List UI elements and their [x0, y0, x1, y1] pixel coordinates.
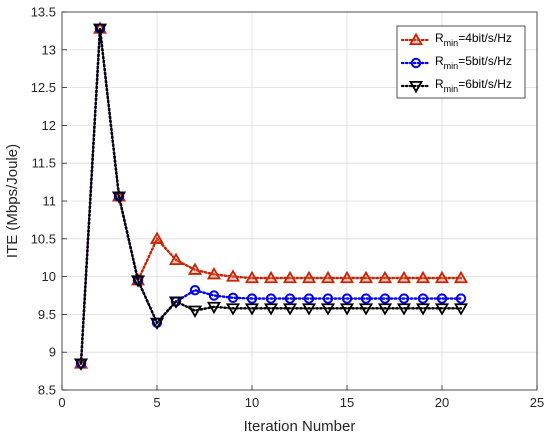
- data-point: [208, 290, 220, 301]
- data-point: [360, 293, 372, 304]
- legend-entry: Rmin=6bit/s/Hz: [400, 77, 512, 94]
- data-point: [377, 270, 393, 284]
- legend: Rmin=4bit/s/HzRmin=5bit/s/HzRmin=6bit/s/…: [396, 25, 526, 99]
- data-point: [436, 293, 448, 304]
- data-point: [130, 275, 146, 288]
- data-point: [189, 285, 201, 296]
- data-point: [263, 303, 279, 316]
- y-tick-label: 10: [42, 269, 56, 284]
- legend-label-rest: =6bit/s/Hz: [458, 77, 512, 91]
- data-point: [453, 303, 469, 316]
- series-3: [73, 23, 469, 371]
- data-point: [284, 293, 296, 304]
- data-point: [111, 191, 127, 204]
- data-point: [303, 293, 315, 304]
- legend-label-sub: min: [444, 38, 459, 48]
- legend-label-main: R: [435, 31, 444, 45]
- data-point: [263, 270, 279, 284]
- y-tick-label: 11.5: [32, 156, 56, 171]
- legend-label-main: R: [435, 77, 444, 91]
- y-axis-ticks: 8.5 9 9.5 10 10.5 11 11.5 12 12.5 13 13.5: [31, 5, 67, 398]
- data-point: [92, 23, 108, 36]
- data-point: [339, 303, 355, 316]
- data-point: [282, 270, 298, 284]
- data-point: [379, 293, 391, 304]
- y-tick-label: 9: [49, 345, 56, 360]
- data-point: [415, 303, 431, 316]
- data-point: [301, 270, 317, 284]
- y-tick-label: 10.5: [31, 231, 56, 246]
- legend-swatch-marker: [408, 80, 424, 94]
- y-tick-label: 8.5: [38, 383, 56, 398]
- data-point: [265, 293, 277, 304]
- series-line: [79, 28, 463, 365]
- data-point: [453, 270, 469, 284]
- x-axis-ticks: 0 5 10 15 20 25: [58, 385, 544, 410]
- data-point: [434, 270, 450, 284]
- data-point: [434, 303, 450, 316]
- series-layer: [73, 21, 469, 371]
- data-point: [396, 303, 412, 316]
- data-point: [320, 270, 336, 284]
- data-point: [168, 252, 184, 265]
- legend-entry: Rmin=5bit/s/Hz: [400, 54, 512, 71]
- legend-label: Rmin=6bit/s/Hz: [435, 77, 512, 94]
- data-point: [206, 301, 222, 315]
- data-point: [244, 303, 260, 316]
- y-tick-label: 12.5: [31, 80, 56, 95]
- data-point: [358, 270, 374, 284]
- x-tick-label: 25: [530, 395, 544, 410]
- data-point: [358, 303, 374, 316]
- data-point: [244, 270, 260, 284]
- data-point: [227, 292, 239, 303]
- legend-entry: Rmin=4bit/s/Hz: [400, 31, 512, 48]
- x-tick-label: 20: [435, 395, 449, 410]
- legend-label-sub: min: [444, 61, 459, 71]
- x-tick-label: 5: [153, 395, 160, 410]
- data-point: [417, 293, 429, 304]
- legend-label-sub: min: [444, 84, 459, 94]
- x-axis-title: Iteration Number: [244, 418, 356, 435]
- data-point: [301, 303, 317, 316]
- data-point: [73, 358, 89, 371]
- series-line: [79, 28, 463, 365]
- data-point: [282, 303, 298, 316]
- data-point: [168, 296, 184, 309]
- data-point: [455, 293, 467, 304]
- data-point: [341, 293, 353, 304]
- x-tick-label: 0: [58, 395, 65, 410]
- x-tick-label: 10: [245, 395, 259, 410]
- y-axis-title: ITE (Mbps/Joule): [4, 144, 21, 258]
- legend-label-rest: =5bit/s/Hz: [458, 54, 512, 68]
- legend-label-main: R: [435, 54, 444, 68]
- data-point: [187, 262, 203, 275]
- data-point: [322, 293, 334, 304]
- data-point: [225, 269, 241, 282]
- data-point: [149, 317, 165, 331]
- legend-swatch-marker: [408, 32, 424, 46]
- x-tick-label: 15: [340, 395, 354, 410]
- data-point: [246, 293, 258, 304]
- legend-label-rest: =4bit/s/Hz: [458, 31, 512, 45]
- data-point: [398, 293, 410, 304]
- data-point: [339, 270, 355, 284]
- y-tick-label: 13.5: [31, 5, 56, 20]
- legend-swatch-marker: [410, 57, 422, 69]
- legend-label: Rmin=4bit/s/Hz: [435, 31, 512, 48]
- data-point: [206, 267, 222, 280]
- data-point: [377, 303, 393, 316]
- data-point: [225, 303, 241, 316]
- data-point: [415, 270, 431, 284]
- legend-label: Rmin=5bit/s/Hz: [435, 54, 512, 71]
- data-point: [149, 231, 165, 244]
- y-tick-label: 12: [42, 118, 56, 133]
- data-point: [187, 305, 203, 318]
- y-tick-label: 13: [42, 42, 56, 57]
- data-point: [396, 270, 412, 284]
- data-point: [320, 303, 336, 316]
- y-tick-label: 11: [43, 194, 57, 209]
- y-tick-label: 9.5: [38, 307, 56, 322]
